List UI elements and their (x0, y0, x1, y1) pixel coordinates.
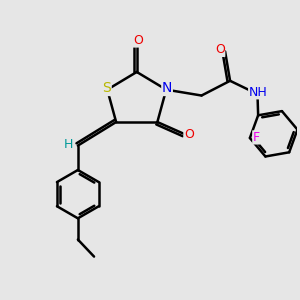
Text: O: O (184, 128, 194, 141)
Text: F: F (253, 131, 260, 144)
Text: N: N (162, 82, 172, 95)
Text: H: H (64, 138, 73, 151)
Text: O: O (215, 44, 225, 56)
Text: S: S (102, 82, 111, 95)
Text: O: O (133, 34, 143, 47)
Text: NH: NH (249, 86, 267, 99)
